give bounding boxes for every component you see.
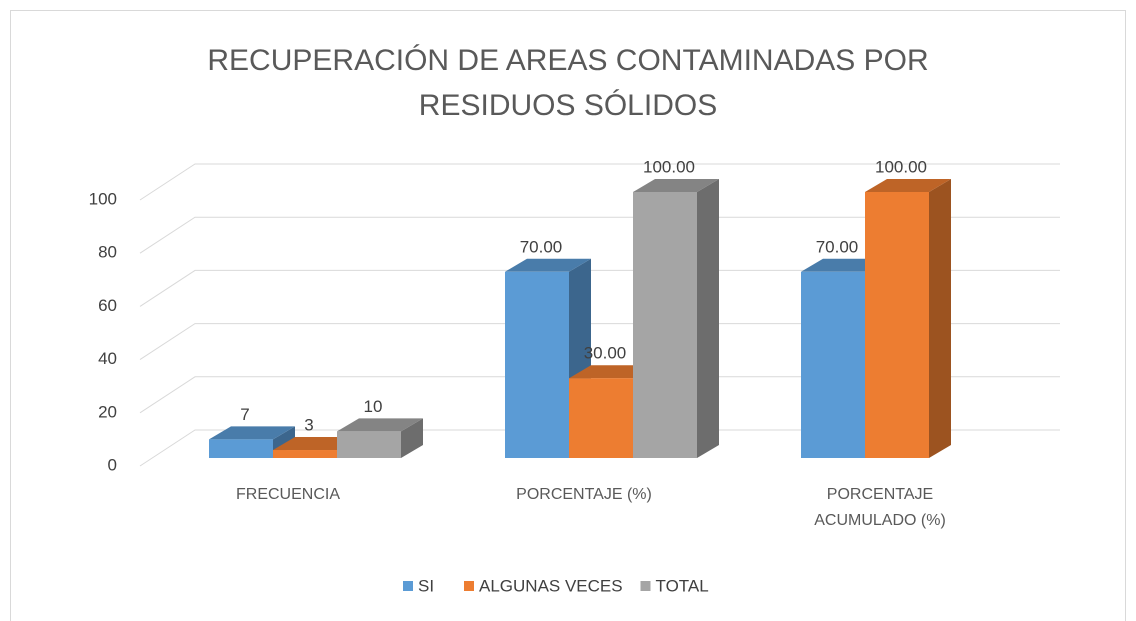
data-label: 70.00 xyxy=(816,237,859,256)
bar-front xyxy=(569,378,633,458)
legend-label: SI xyxy=(418,576,434,595)
data-label: 100.00 xyxy=(875,157,927,176)
grid-line xyxy=(139,216,1060,254)
bar-front xyxy=(633,192,697,458)
bar-top xyxy=(633,179,719,192)
legend-label: TOTAL xyxy=(656,576,709,595)
legend-swatch xyxy=(403,581,413,591)
y-tick-label: 60 xyxy=(98,296,117,315)
data-label: 70.00 xyxy=(520,237,563,256)
y-tick-label: 100 xyxy=(89,189,117,208)
y-tick-label: 0 xyxy=(108,455,117,474)
data-label: 3 xyxy=(304,416,313,435)
grid-line xyxy=(139,376,1060,414)
data-label: 7 xyxy=(240,405,249,424)
grid-line xyxy=(139,323,1060,361)
bar-side xyxy=(401,418,423,458)
bar-side xyxy=(929,179,951,458)
legend-label: ALGUNAS VECES xyxy=(479,576,623,595)
y-tick-label: 20 xyxy=(98,402,117,421)
grid-line xyxy=(139,163,1060,201)
data-label: 10 xyxy=(364,397,383,416)
bar-front xyxy=(801,271,865,458)
y-tick-label: 80 xyxy=(98,243,117,262)
bar-top xyxy=(865,179,951,192)
bar xyxy=(865,179,951,458)
grid-line xyxy=(139,269,1060,307)
bar-top xyxy=(209,426,295,440)
y-tick-label: 40 xyxy=(98,349,117,368)
bar-front xyxy=(209,439,273,458)
grid-line xyxy=(139,429,1060,467)
bar-front xyxy=(337,431,401,458)
data-label: 100.00 xyxy=(643,157,695,176)
bar-top xyxy=(337,418,423,432)
bar-front xyxy=(505,271,569,458)
data-label: 30.00 xyxy=(584,344,627,363)
chart-title: RECUPERACIÓN DE AREAS CONTAMINADAS POR R… xyxy=(207,44,929,122)
x-tick-label: PORCENTAJE ACUMULADO (%) xyxy=(814,486,946,529)
x-tick-label: FRECUENCIA xyxy=(235,486,340,503)
bar xyxy=(337,418,423,458)
legend-swatch xyxy=(464,581,474,591)
chart-border xyxy=(10,10,1126,621)
bar-front xyxy=(865,192,929,458)
bar-side xyxy=(697,179,719,458)
x-tick-label: PORCENTAJE (%) xyxy=(516,486,652,503)
legend-swatch xyxy=(640,581,651,591)
bar xyxy=(633,179,719,458)
bar-front xyxy=(273,450,337,458)
bar-top xyxy=(505,258,591,272)
